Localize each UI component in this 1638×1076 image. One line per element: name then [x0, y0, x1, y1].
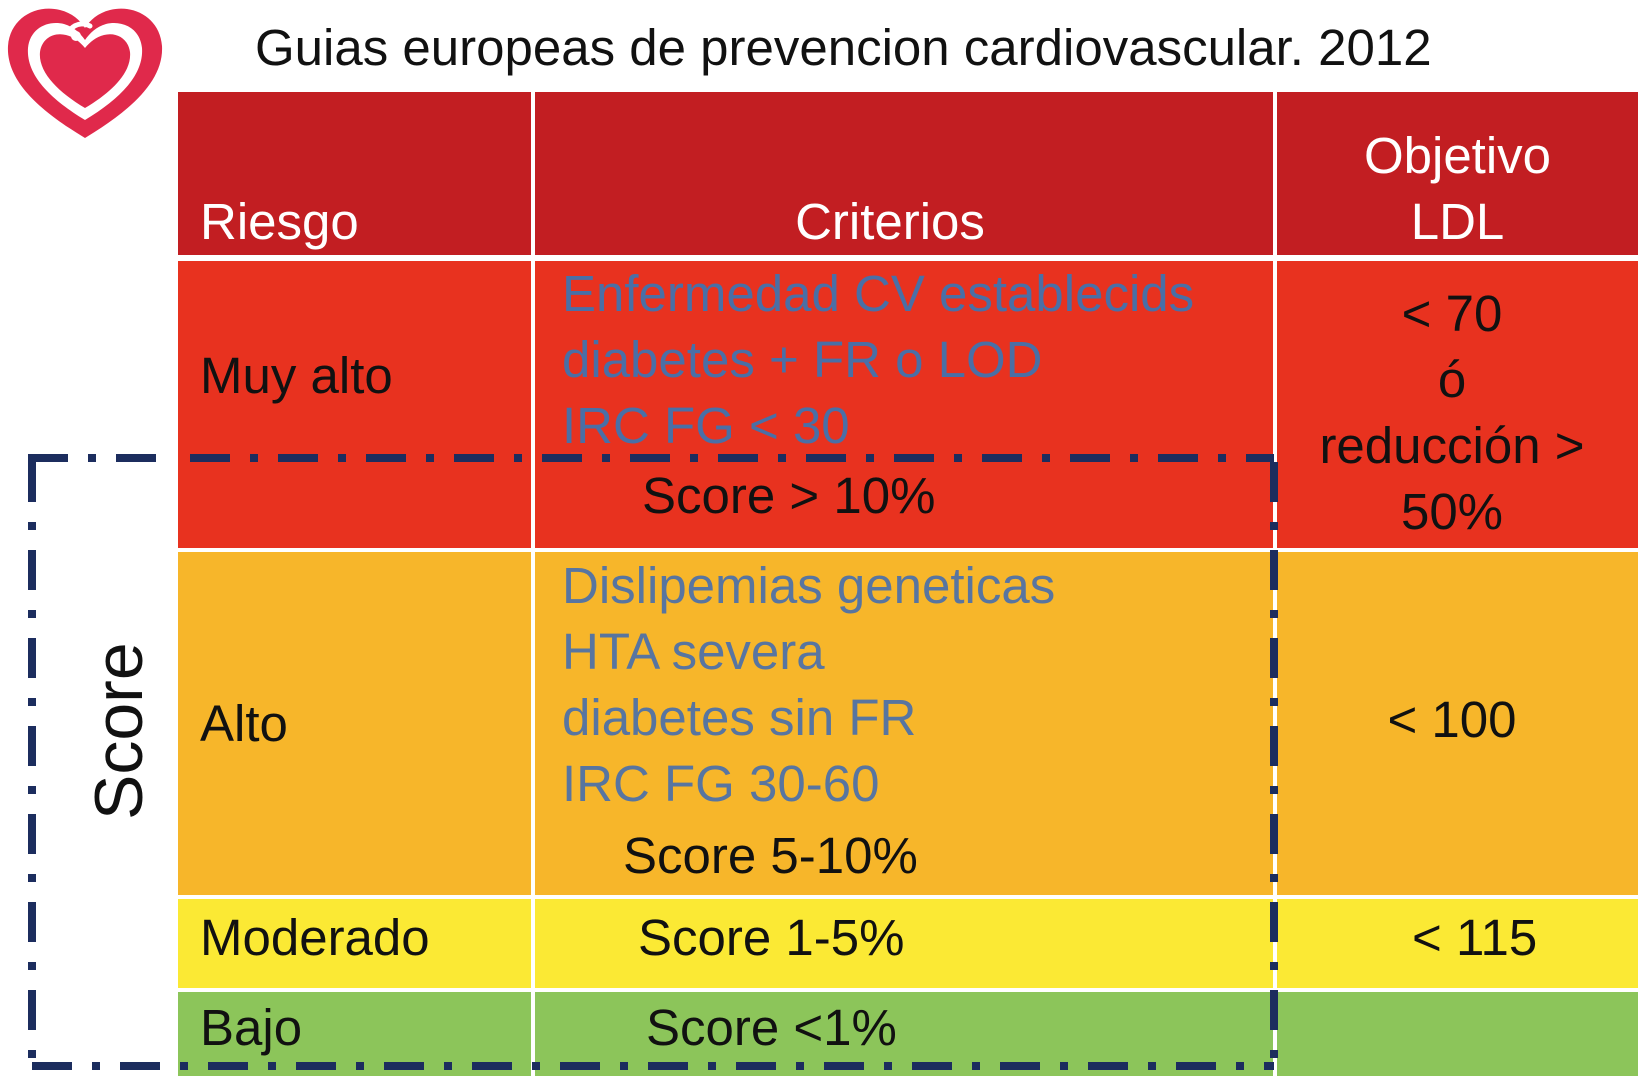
row-alto-label: Alto [200, 695, 288, 752]
header-cell-criterios [535, 92, 1273, 255]
row-alto-objetivo-cell [1277, 552, 1638, 895]
header-riesgo: Riesgo [200, 193, 359, 250]
row-moderado-label: Moderado [200, 909, 430, 966]
row-alto-criterios-cell [535, 552, 1273, 895]
row-moderado-riesgo-cell [178, 899, 531, 988]
row-muy-alto-criterio-2: diabetes + FR o LOD [562, 331, 1043, 388]
row-alto-criterio-1: Dislipemias geneticas [562, 557, 1056, 614]
row-alto-riesgo-cell [178, 552, 531, 895]
row-alto-score: Score 5-10% [623, 827, 918, 884]
row-moderado-objetivo: < 115 [1412, 909, 1538, 966]
row-muy-alto-label: Muy alto [200, 347, 393, 404]
row-muy-alto-criterio-1: Enfermedad CV establecids [562, 265, 1195, 322]
row-muy-alto-objetivo-4: 50% [1400, 483, 1504, 540]
row-muy-alto-riesgo-cell [178, 261, 531, 548]
row-bajo-objetivo-cell [1277, 992, 1638, 1076]
header-objetivo-line1: Objetivo [1363, 127, 1552, 184]
row-moderado-criterios-cell [535, 899, 1273, 988]
row-muy-alto-objetivo-3: reducción > [1319, 417, 1585, 474]
row-muy-alto-objetivo-2: ó [1437, 351, 1467, 408]
header-objetivo-line2: LDL [1410, 193, 1505, 250]
row-moderado-objetivo-cell [1277, 899, 1638, 988]
row-muy-alto-score: Score > 10% [642, 467, 936, 524]
row-bajo-score: Score <1% [646, 999, 897, 1056]
row-muy-alto-objetivo-cell [1277, 261, 1638, 548]
row-alto-criterio-2: HTA severa [562, 623, 825, 680]
row-muy-alto-criterios-cell [535, 261, 1273, 548]
page-title: Guias europeas de prevencion cardiovascu… [255, 19, 1432, 76]
row-bajo-label: Bajo [200, 999, 303, 1056]
row-muy-alto-criterio-3: IRC FG < 30 [562, 397, 850, 454]
row-alto-objetivo: < 100 [1387, 691, 1517, 748]
heart-logo-icon [7, 8, 163, 139]
header-cell-riesgo [178, 92, 531, 255]
row-alto-criterio-3: diabetes sin FR [562, 689, 917, 746]
row-alto-criterio-4: IRC FG 30-60 [562, 755, 880, 812]
row-muy-alto-objetivo-1: < 70 [1401, 285, 1503, 342]
header-criterios: Criterios [795, 193, 985, 250]
row-moderado-score: Score 1-5% [638, 909, 905, 966]
header-cell-objetivo [1277, 92, 1638, 255]
score-box-label: Score [81, 642, 157, 820]
